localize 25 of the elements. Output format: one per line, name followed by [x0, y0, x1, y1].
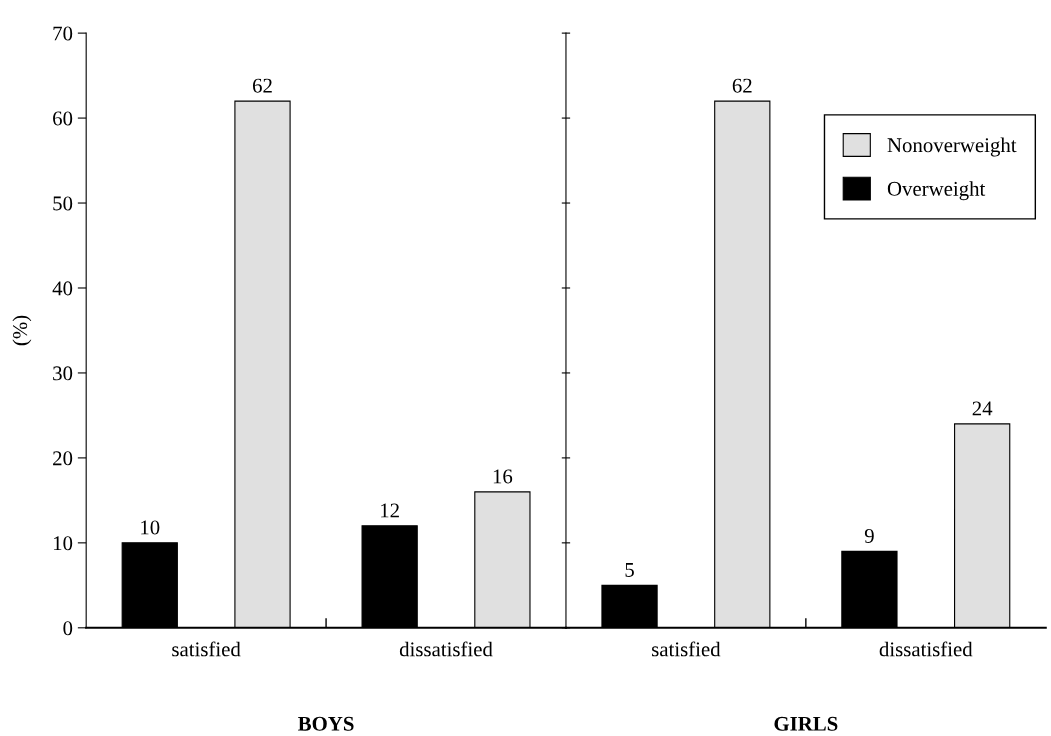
- data-label: 62: [732, 78, 752, 93]
- y-tick-label: 10: [53, 536, 73, 551]
- data-label: 24: [972, 401, 993, 416]
- x-tick-label: dissatisfied: [399, 641, 493, 657]
- x-tick-label: satisfied: [172, 641, 241, 657]
- legend-label: Nonoverweight: [887, 137, 1017, 157]
- data-label: 16: [493, 469, 513, 484]
- y-tick-label: 0: [63, 621, 73, 636]
- y-tick-label: 40: [52, 281, 73, 296]
- y-tick-label: 20: [53, 451, 73, 466]
- legend-label: Overweight: [887, 181, 986, 201]
- x-axis-title: GIRLS: [774, 716, 838, 731]
- y-axis-title: (%): [12, 315, 32, 346]
- x-axis-title: BOYS: [298, 716, 354, 731]
- data-label: 62: [252, 78, 272, 93]
- data-label: 12: [381, 503, 399, 518]
- data-label: 5: [625, 563, 634, 577]
- x-tick-label: satisfied: [652, 641, 721, 657]
- y-tick-label: 30: [53, 366, 73, 381]
- y-tick-label: 70: [53, 26, 73, 41]
- y-tick-label: 50: [53, 196, 73, 211]
- data-label: 9: [864, 528, 874, 543]
- data-label: 10: [141, 520, 160, 535]
- x-tick-label: dissatisfied: [879, 641, 973, 657]
- y-tick-label: 60: [53, 111, 73, 126]
